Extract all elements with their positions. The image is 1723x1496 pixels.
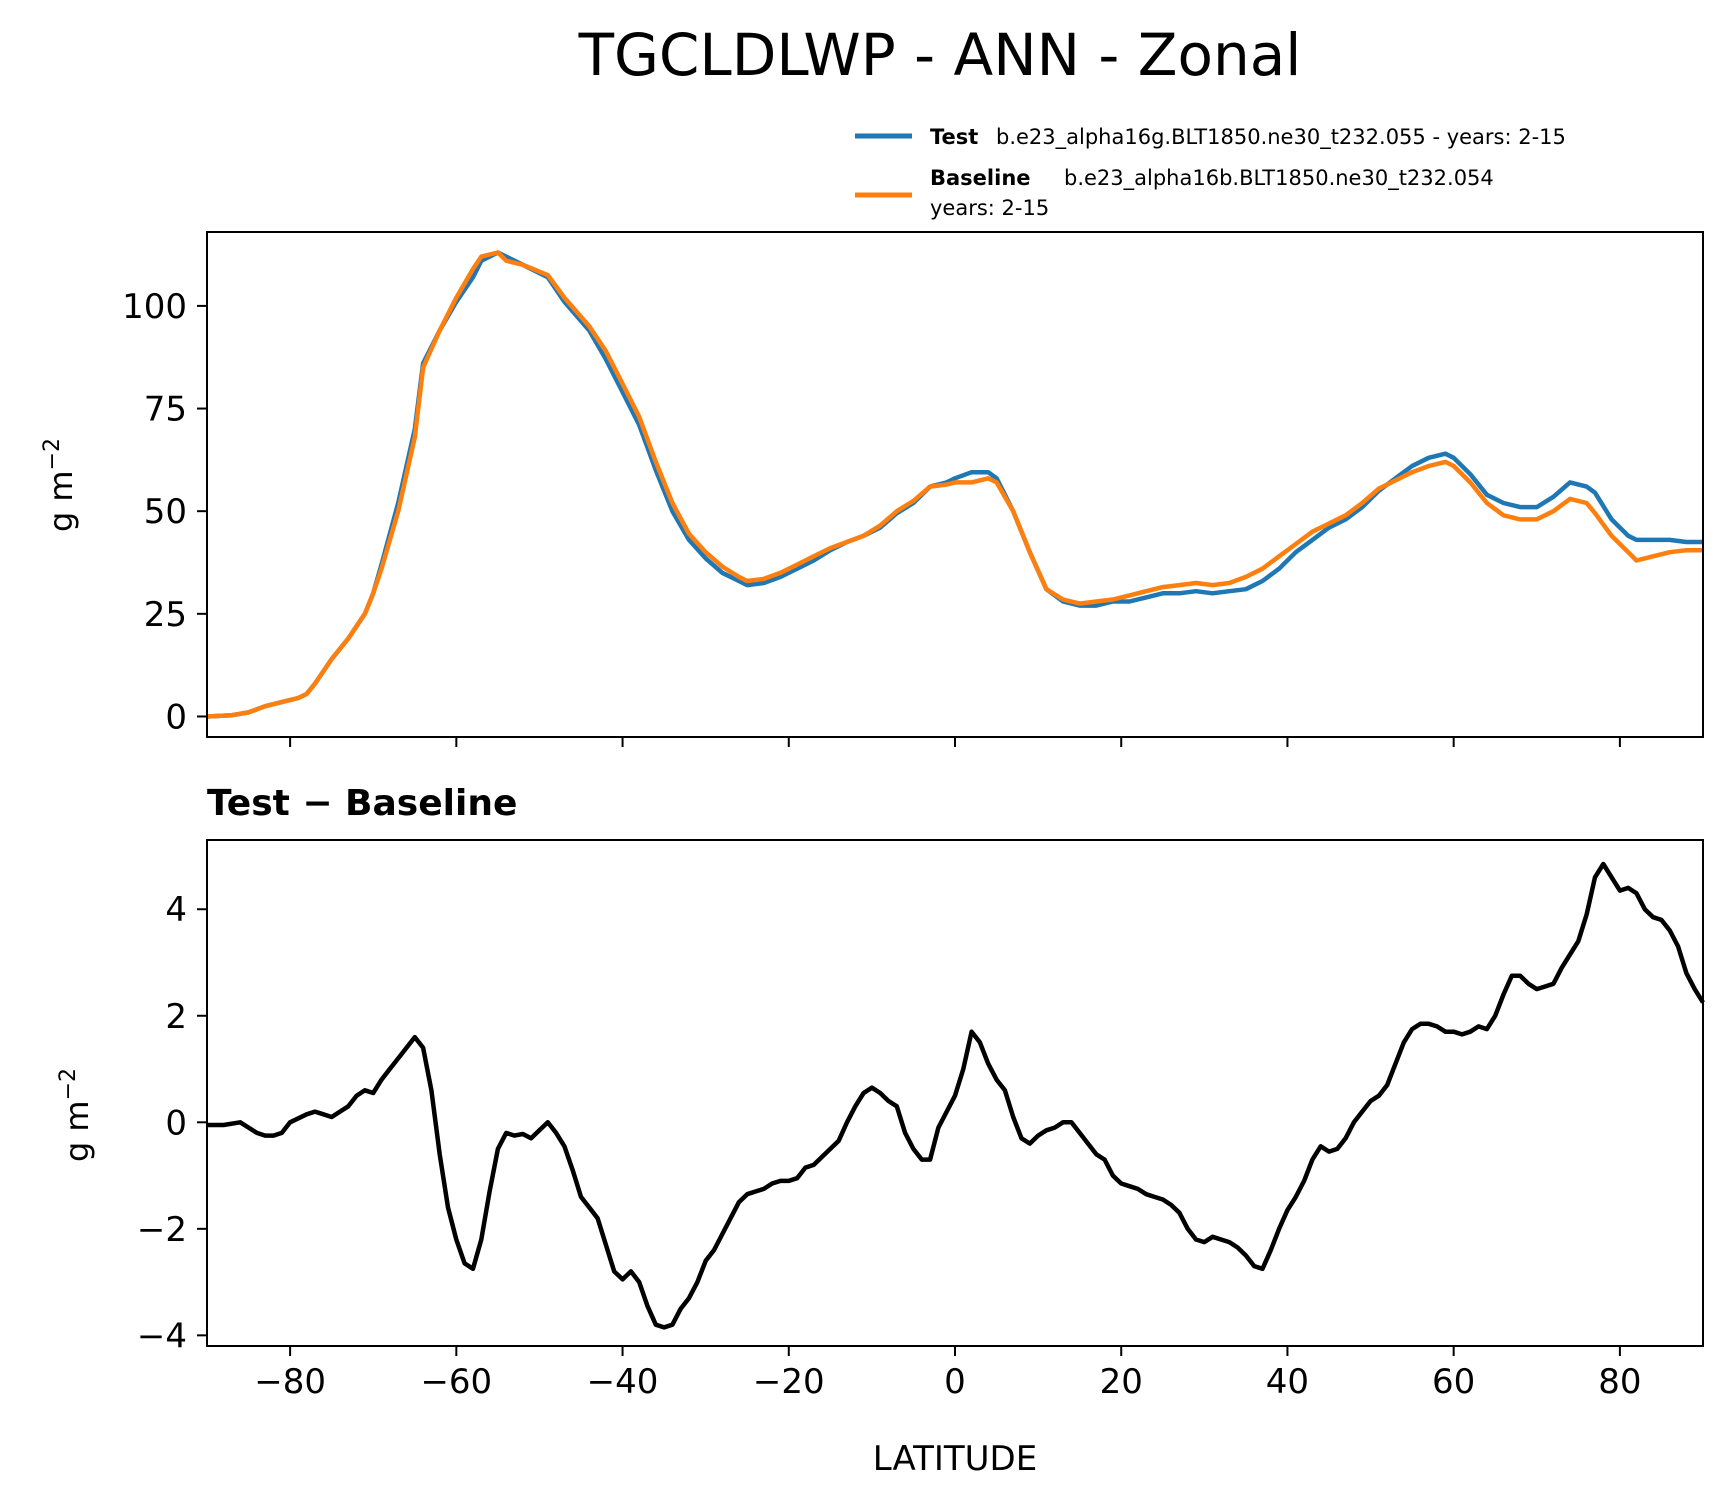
zonal-mean-y-tick-label: 0	[165, 697, 187, 737]
difference-y-label-unit: g m	[58, 1100, 96, 1162]
x-tick-label: 60	[1432, 1362, 1475, 1402]
x-axis-label: LATITUDE	[873, 1439, 1037, 1479]
legend: Test b.e23_alpha16g.BLT1850.ne30_t232.05…	[855, 125, 1566, 220]
difference-panel-title: Test − Baseline	[207, 783, 517, 824]
x-tick-label: 20	[1100, 1362, 1143, 1402]
zonal-mean-y-tick-label: 75	[144, 390, 187, 430]
x-tick-label: −40	[587, 1362, 659, 1402]
legend-baseline-name: Baseline	[930, 166, 1031, 190]
zonal-mean-y-tick-label: 100	[122, 287, 187, 327]
x-tick-label: −80	[254, 1362, 326, 1402]
legend-baseline-years: years: 2-15	[930, 196, 1049, 220]
x-tick-label: 0	[944, 1362, 966, 1402]
legend-test-name: Test	[930, 125, 978, 149]
difference-y-ticks: −4 −2 0 2 4	[137, 890, 207, 1356]
difference-series-layer	[207, 861, 1705, 1330]
zonal-mean-y-label-exponent: −2	[40, 438, 65, 470]
difference-y-tick-label: 0	[165, 1103, 187, 1143]
x-tick-label: 80	[1598, 1362, 1641, 1402]
zonal-mean-y-ticks: 0 25 50 75 100	[122, 287, 207, 737]
difference-y-label: g m−2	[56, 1068, 96, 1162]
difference-y-label-exponent: −2	[56, 1068, 81, 1100]
legend-test-label: b.e23_alpha16g.BLT1850.ne30_t232.055 - y…	[996, 125, 1566, 150]
zonal-mean-y-label: g m−2	[40, 438, 80, 532]
chart-title: TGCLDLWP - ANN - Zonal	[578, 21, 1302, 89]
difference-series-0	[207, 861, 1705, 1330]
zonal-mean-y-tick-label: 25	[144, 595, 187, 635]
zonal-mean-panel: 0 25 50 75 100 g m−2	[40, 231, 1704, 747]
x-tick-label: −20	[753, 1362, 825, 1402]
zonal-mean-series-layer	[206, 250, 1703, 719]
zonal-mean-y-tick-label: 50	[144, 492, 187, 532]
x-tick-label: 40	[1266, 1362, 1309, 1402]
zonal-mean-series-1	[206, 250, 1703, 719]
difference-x-ticks: −80 −60 −40 −20 0 20 40 60 80	[254, 1346, 1642, 1402]
difference-y-tick-label: −4	[137, 1316, 187, 1356]
zonal-mean-x-ticks	[289, 737, 1621, 747]
x-tick-label: −60	[420, 1362, 492, 1402]
difference-y-tick-label: 2	[165, 997, 187, 1037]
difference-y-tick-label: −2	[137, 1210, 187, 1250]
zonal-mean-y-label-unit: g m	[42, 470, 80, 532]
legend-baseline-label: b.e23_alpha16b.BLT1850.ne30_t232.054	[1064, 166, 1494, 191]
difference-panel: Test − Baseline −80 −60 −40 −20 0 20 40 60 80 −4…	[56, 783, 1705, 1402]
difference-y-tick-label: 4	[165, 890, 187, 930]
